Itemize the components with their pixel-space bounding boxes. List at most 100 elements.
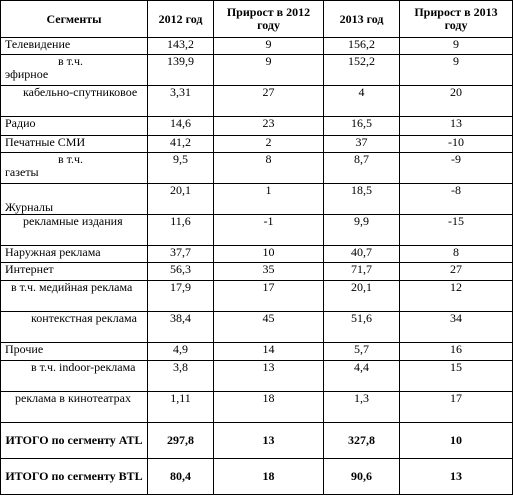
header-segment: Сегменты — [0, 0, 148, 38]
growth-2012: 13 — [213, 360, 324, 392]
value-2012: 20,1 — [147, 183, 214, 215]
growth-2013: 8 — [399, 245, 513, 263]
table-row: Телевидение 143,2 9 156,2 9 — [0, 37, 513, 55]
growth-2012: 2 — [213, 135, 324, 153]
value-2013: 71,7 — [323, 262, 400, 281]
growth-2012: 23 — [213, 116, 324, 136]
value-2012: 11,6 — [147, 214, 214, 246]
segment-label-main: эфирное — [5, 67, 49, 81]
total-row-btl: ИТОГО по сегменту BTL 80,4 18 90,6 13 — [0, 458, 513, 495]
growth-2012: 14 — [213, 342, 324, 361]
value-2012: 4,9 — [147, 342, 214, 361]
segment-cell: в т.ч. медийная реклама — [0, 280, 148, 312]
value-2013: 4,4 — [323, 360, 400, 392]
growth-2012: 18 — [213, 458, 324, 495]
table-row: Прочие 4,9 14 5,7 16 — [0, 342, 513, 361]
table-row: в т.ч. медийная реклама 17,9 17 20,1 12 — [0, 280, 513, 312]
table-row: в т.ч. indoor-реклама 3,8 13 4,4 15 — [0, 360, 513, 392]
growth-2013: 9 — [399, 37, 513, 55]
growth-2013: -10 — [399, 135, 513, 153]
value-2012: 56,3 — [147, 262, 214, 281]
segment-cell: Печатные СМИ — [0, 135, 148, 153]
value-2013: 1,3 — [323, 391, 400, 423]
segment-cell: рекламные издания — [0, 214, 148, 246]
value-2012: 3,8 — [147, 360, 214, 392]
value-2012: 143,2 — [147, 37, 214, 55]
value-2012: 9,5 — [147, 152, 214, 184]
value-2013: 4 — [323, 85, 400, 117]
growth-2012: 45 — [213, 311, 324, 343]
growth-2013: 20 — [399, 85, 513, 117]
growth-2013: 16 — [399, 342, 513, 361]
value-2012: 41,2 — [147, 135, 214, 153]
segment-cell: кабельно-спутниковое — [0, 85, 148, 117]
table-header-row: Сегменты 2012 год Прирост в 2012 году 20… — [0, 0, 513, 38]
table-row: Наружная реклама 37,7 10 40,7 8 — [0, 245, 513, 263]
segment-label-prefix: в т.ч. — [57, 54, 83, 68]
segment-label-prefix: в т.ч. — [57, 152, 83, 166]
value-2013: 152,2 — [323, 54, 400, 86]
table-row: в т.ч. эфирное 139,9 9 152,2 9 — [0, 54, 513, 86]
value-2013: 156,2 — [323, 37, 400, 55]
value-2013: 16,5 — [323, 116, 400, 136]
segment-cell: в т.ч. эфирное — [0, 54, 148, 86]
growth-2012: 35 — [213, 262, 324, 281]
growth-2013: 27 — [399, 262, 513, 281]
segment-cell: в т.ч. газеты — [0, 152, 148, 184]
growth-2012: 13 — [213, 422, 324, 459]
growth-2012: 1 — [213, 183, 324, 215]
growth-2013: 15 — [399, 360, 513, 392]
value-2012: 80,4 — [147, 458, 214, 495]
table-row: в т.ч. газеты 9,5 8 8,7 -9 — [0, 152, 513, 184]
segment-cell: Радио — [0, 116, 148, 136]
value-2013: 5,7 — [323, 342, 400, 361]
value-2013: 9,9 — [323, 214, 400, 246]
table-row: Интернет 56,3 35 71,7 27 — [0, 262, 513, 281]
value-2013: 37 — [323, 135, 400, 153]
table-row: рекламные издания 11,6 -1 9,9 -15 — [0, 214, 513, 246]
table-row: кабельно-спутниковое 3,31 27 4 20 — [0, 85, 513, 117]
value-2013: 51,6 — [323, 311, 400, 343]
growth-2012: 9 — [213, 37, 324, 55]
value-2012: 38,4 — [147, 311, 214, 343]
segment-cell: ИТОГО по сегменту ATL — [0, 422, 148, 459]
value-2012: 37,7 — [147, 245, 214, 263]
growth-2013: -9 — [399, 152, 513, 184]
growth-2012: 27 — [213, 85, 324, 117]
growth-2012: 9 — [213, 54, 324, 86]
segment-cell: Наружная реклама — [0, 245, 148, 263]
value-2012: 17,9 — [147, 280, 214, 312]
segment-cell: ИТОГО по сегменту BTL — [0, 458, 148, 495]
value-2012: 139,9 — [147, 54, 214, 86]
growth-2013: -15 — [399, 214, 513, 246]
header-growth-2012: Прирост в 2012 году — [213, 0, 324, 38]
header-2013: 2013 год — [323, 0, 400, 38]
growth-2012: 18 — [213, 391, 324, 423]
value-2012: 1,11 — [147, 391, 214, 423]
value-2013: 90,6 — [323, 458, 400, 495]
growth-2012: 17 — [213, 280, 324, 312]
segment-cell: в т.ч. indoor-реклама — [0, 360, 148, 392]
table-row: реклама в кинотеатрах 1,11 18 1,3 17 — [0, 391, 513, 423]
growth-2012: 8 — [213, 152, 324, 184]
growth-2013: 12 — [399, 280, 513, 312]
value-2012: 297,8 — [147, 422, 214, 459]
value-2012: 14,6 — [147, 116, 214, 136]
table-row: Радио 14,6 23 16,5 13 — [0, 116, 513, 136]
growth-2013: 34 — [399, 311, 513, 343]
segment-cell: Интернет — [0, 262, 148, 281]
table-row: контекстная реклама 38,4 45 51,6 34 — [0, 311, 513, 343]
value-2013: 20,1 — [323, 280, 400, 312]
value-2012: 3,31 — [147, 85, 214, 117]
segment-cell: контекстная реклама — [0, 311, 148, 343]
table-row: Печатные СМИ 41,2 2 37 -10 — [0, 135, 513, 153]
segment-label-main: газеты — [5, 165, 39, 179]
growth-2013: 13 — [399, 116, 513, 136]
value-2013: 18,5 — [323, 183, 400, 215]
growth-2012: 10 — [213, 245, 324, 263]
value-2013: 40,7 — [323, 245, 400, 263]
growth-2013: 9 — [399, 54, 513, 86]
growth-2013: 17 — [399, 391, 513, 423]
segment-cell: Телевидение — [0, 37, 148, 55]
